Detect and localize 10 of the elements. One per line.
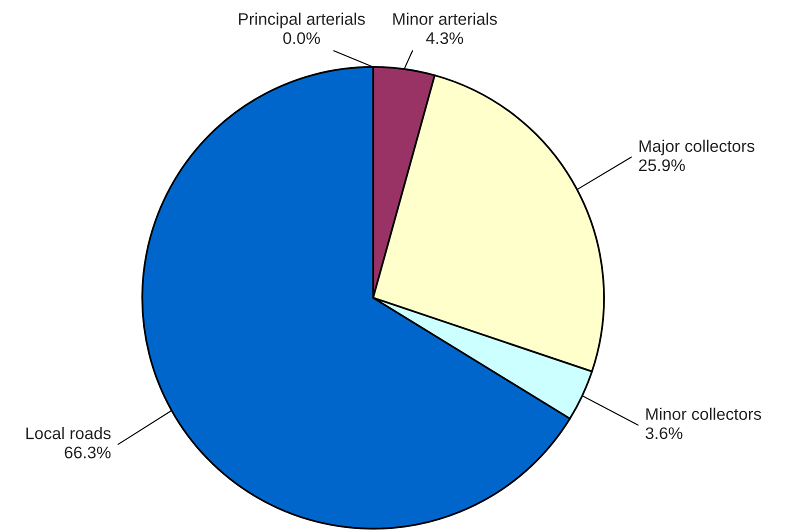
slice-label: Major collectors (640, 140, 754, 156)
category-label: Principal arterials (239, 12, 365, 28)
slice-label: Local roads (26, 426, 111, 440)
slice-label: Minor arterials (393, 12, 497, 25)
data-label: 3.6% (646, 427, 682, 440)
data-label: 4.3% (426, 32, 464, 44)
slice-label: Minor collectors (646, 408, 762, 420)
data-label: 66.3% (64, 446, 111, 458)
text: 0.0% (283, 32, 320, 44)
data-label: 25.9% (639, 159, 685, 172)
